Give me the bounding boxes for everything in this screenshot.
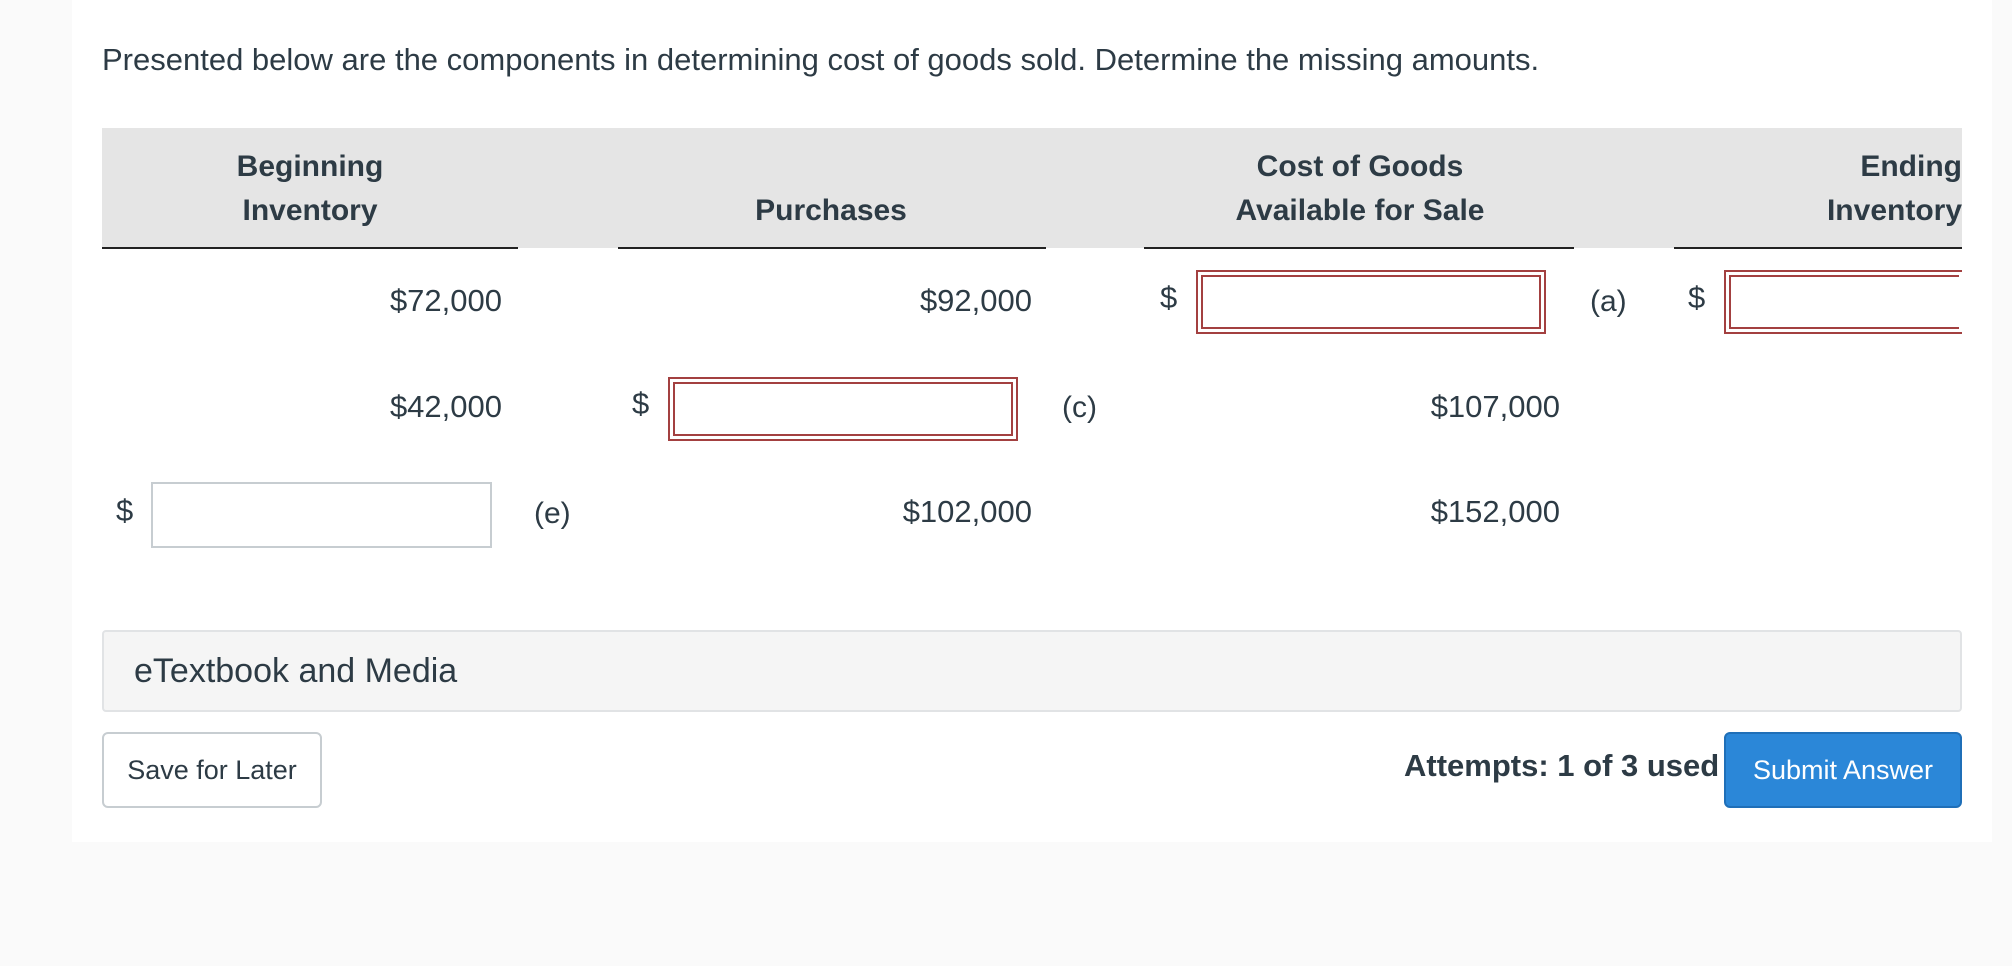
header-underline [102,247,518,249]
header-beginning-inventory: Beginning Inventory [210,145,410,233]
row2-purchases-letter: (c) [1062,391,1097,424]
etextbook-media-label: eTextbook and Media [134,652,458,690]
row1-ending-input-wrapper [1724,270,1962,334]
row1-purchases-value: $92,000 [919,283,1032,318]
row3-beginning-letter: (e) [534,497,571,530]
attempts-counter: Attempts: 1 of 3 used [1404,748,1720,783]
row3-purchases-value: $102,000 [902,494,1032,529]
header-underline [1144,247,1574,249]
row2-cogas-value: $107,000 [1430,389,1560,424]
row2-beginning-value: $42,000 [389,389,502,424]
header-line: Inventory [242,194,378,227]
row1-ending-dollar: $ [1688,280,1706,315]
row1-ending-input[interactable] [1729,275,1959,329]
header-line: Available for Sale [1235,194,1485,227]
header-line: Purchases [755,194,907,227]
header-line: Inventory [1826,194,1962,227]
table-header-band [102,128,1962,248]
row2-purchases-input-wrapper [668,377,1018,441]
header-purchases: Purchases [700,189,962,233]
row1-cogas-dollar: $ [1160,280,1178,315]
row2-purchases-input[interactable] [673,382,1013,436]
submit-answer-button[interactable]: Submit Answer [1724,732,1962,808]
row3-beginning-dollar: $ [116,493,134,528]
save-for-later-button[interactable]: Save for Later [102,732,322,808]
question-prompt: Presented below are the components in de… [102,42,1540,77]
row3-beginning-input[interactable] [151,482,492,548]
header-underline [1674,247,1962,249]
row2-purchases-dollar: $ [632,386,650,421]
etextbook-media-bar[interactable]: eTextbook and Media [102,630,1962,712]
row1-cogas-input-wrapper [1196,270,1546,334]
row3-cogas-value: $152,000 [1430,494,1560,529]
row1-beginning-value: $72,000 [389,283,502,318]
header-underline [618,247,1046,249]
header-cogas: Cost of Goods Available for Sale [1200,145,1520,233]
header-ending-inventory: Ending Inventory [1810,145,1962,233]
header-line: Beginning [236,150,384,183]
header-line: Ending [1860,150,1962,183]
row1-cogas-letter: (a) [1590,285,1627,318]
row1-cogas-input[interactable] [1201,275,1541,329]
header-line: Cost of Goods [1256,150,1464,183]
